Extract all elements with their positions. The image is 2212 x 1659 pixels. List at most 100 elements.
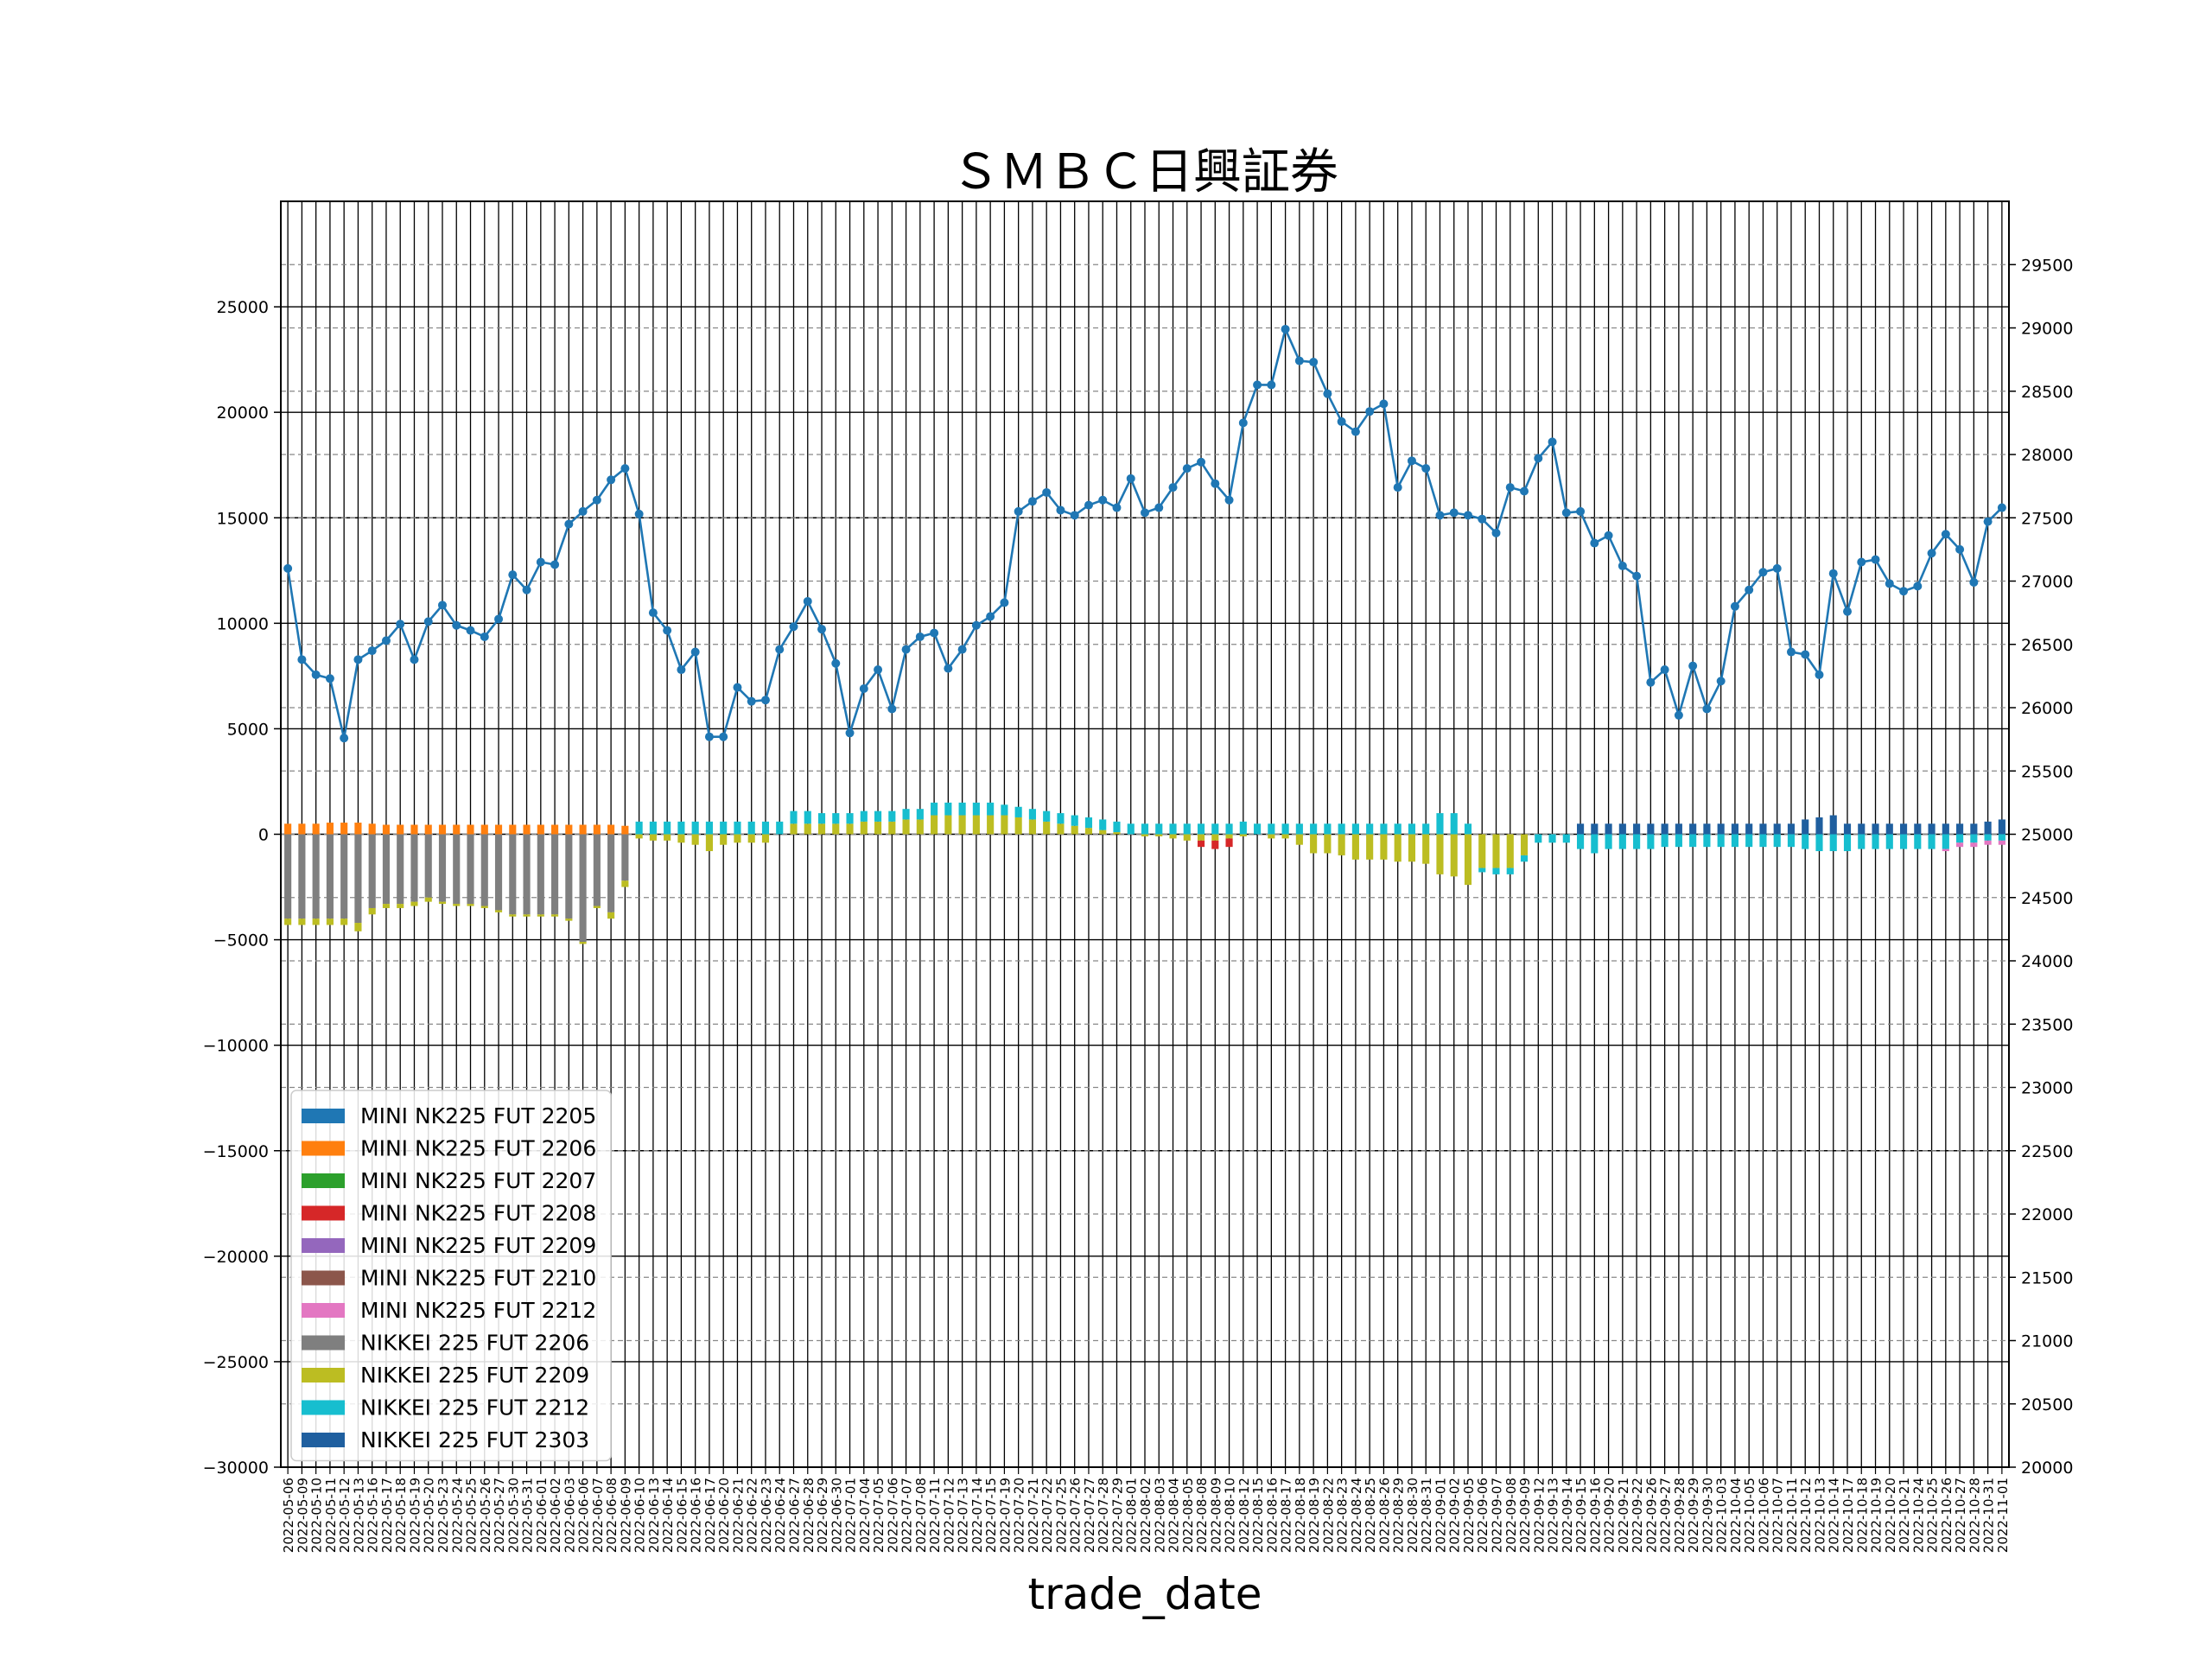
bar-2-30 [705,834,713,852]
bar-3-84 [1464,823,1472,835]
bar-3-32 [734,821,741,835]
x-tick-label: 2022-06-17 [702,1478,718,1553]
bar-1-10 [424,834,432,898]
x-tick-label: 2022-10-03 [1714,1478,1730,1553]
bar-3-65 [1197,823,1205,835]
y2-tick-label: 25000 [2021,826,2073,845]
price-point [1674,710,1683,720]
bar-2-72 [1295,834,1303,845]
x-tick-label: 2022-06-06 [576,1478,592,1553]
bar-3-79 [1394,823,1402,835]
bar-2-61 [1141,834,1149,836]
bar-1-11 [438,834,447,902]
bar-5-97 [1647,823,1655,835]
legend-label: NIKKEI 225 FUT 2209 [360,1363,589,1388]
x-tick-label: 2022-09-09 [1517,1478,1533,1553]
x-tick-label: 2022-08-24 [1349,1478,1364,1553]
price-point [480,632,489,641]
price-point [1449,508,1459,518]
bar-3-116 [1914,834,1922,849]
x-tick-label: 2022-08-19 [1306,1478,1322,1553]
bar-0-2 [312,823,320,835]
x-tick-label: 2022-06-16 [689,1478,704,1553]
x-tick-label: 2022-05-20 [422,1478,437,1553]
bar-0-6 [368,823,376,835]
price-point [452,620,461,630]
bar-0-15 [494,824,503,835]
price-point [1786,647,1796,657]
bar-3-111 [1843,834,1852,852]
x-tick-label: 2022-06-23 [759,1478,774,1553]
price-point [677,665,686,675]
bar-2-7 [382,904,391,908]
x-tick-label: 2022-09-06 [1475,1478,1491,1553]
price-point [944,664,953,673]
x-tick-label: 2022-10-07 [1770,1478,1786,1553]
x-tick-label: 2022-05-10 [309,1478,325,1553]
bar-3-115 [1899,834,1908,849]
price-point [1899,587,1909,596]
bar-2-31 [720,834,728,845]
bar-3-53 [1028,809,1036,820]
x-tick-label: 2022-07-26 [1068,1478,1084,1553]
legend-swatch [302,1270,345,1286]
bar-5-115 [1899,823,1908,835]
x-tick-label: 2022-08-17 [1279,1478,1294,1553]
bar-2-8 [397,904,404,908]
bar-2-9 [410,901,418,906]
x-tick-label: 2022-10-31 [1981,1478,1997,1553]
bar-3-122 [1998,834,2005,841]
y2-tick-label: 23500 [2021,1015,2073,1034]
bar-3-119 [1956,834,1964,843]
bar-3-70 [1268,823,1275,835]
price-point [1772,563,1782,573]
price-point [1098,495,1108,505]
price-point [620,464,630,474]
bar-3-76 [1351,823,1359,835]
bar-1-19 [551,834,559,915]
bar-1-15 [494,834,503,911]
bar-2-42 [874,821,882,835]
price-point [1224,495,1234,505]
bar-5-96 [1633,823,1641,835]
x-tick-label: 2022-06-09 [618,1478,633,1553]
bar-2-82 [1436,834,1444,874]
x-tick-label: 2022-06-21 [730,1478,746,1553]
bar-1-16 [509,834,517,915]
bar-3-47 [944,802,952,816]
left-axis-ticks: −30000 −25000 −20000 −15000 −10000 −5000 0 5000… [203,298,281,1478]
price-point [760,696,770,705]
x-tick-label: 2022-09-22 [1630,1478,1645,1553]
bar-3-26 [649,821,657,835]
bar-3-25 [635,821,643,835]
bar-2-84 [1464,834,1472,886]
price-point [1590,538,1599,548]
price-point [1534,454,1543,463]
bar-2-24 [621,880,629,887]
bar-2-85 [1478,834,1486,868]
bar-5-114 [1885,823,1893,835]
price-point [1435,511,1445,520]
x-tick-label: 2022-07-05 [871,1478,887,1553]
price-point [381,636,391,645]
price-point [1112,503,1122,512]
bar-2-15 [494,910,503,912]
legend-swatch [302,1335,345,1351]
y2-tick-label: 26000 [2021,699,2073,718]
x-tick-label: 2022-10-28 [1967,1478,1982,1553]
x-tick-label: 2022-07-01 [843,1478,859,1553]
bar-2-52 [1014,817,1022,835]
price-point [1730,601,1739,611]
bar-3-68 [1239,821,1247,835]
bar-5-117 [1928,823,1936,835]
price-point [1702,704,1712,714]
x-tick-label: 2022-07-07 [899,1478,915,1553]
bar-5-121 [1984,821,1992,835]
price-point [1070,511,1079,520]
bar-0-4 [340,823,348,835]
y2-tick-label: 21500 [2021,1268,2073,1287]
x-tick-label: 2022-08-04 [1166,1478,1182,1553]
bar-1-4 [340,834,348,919]
bar-5-104 [1745,823,1753,835]
